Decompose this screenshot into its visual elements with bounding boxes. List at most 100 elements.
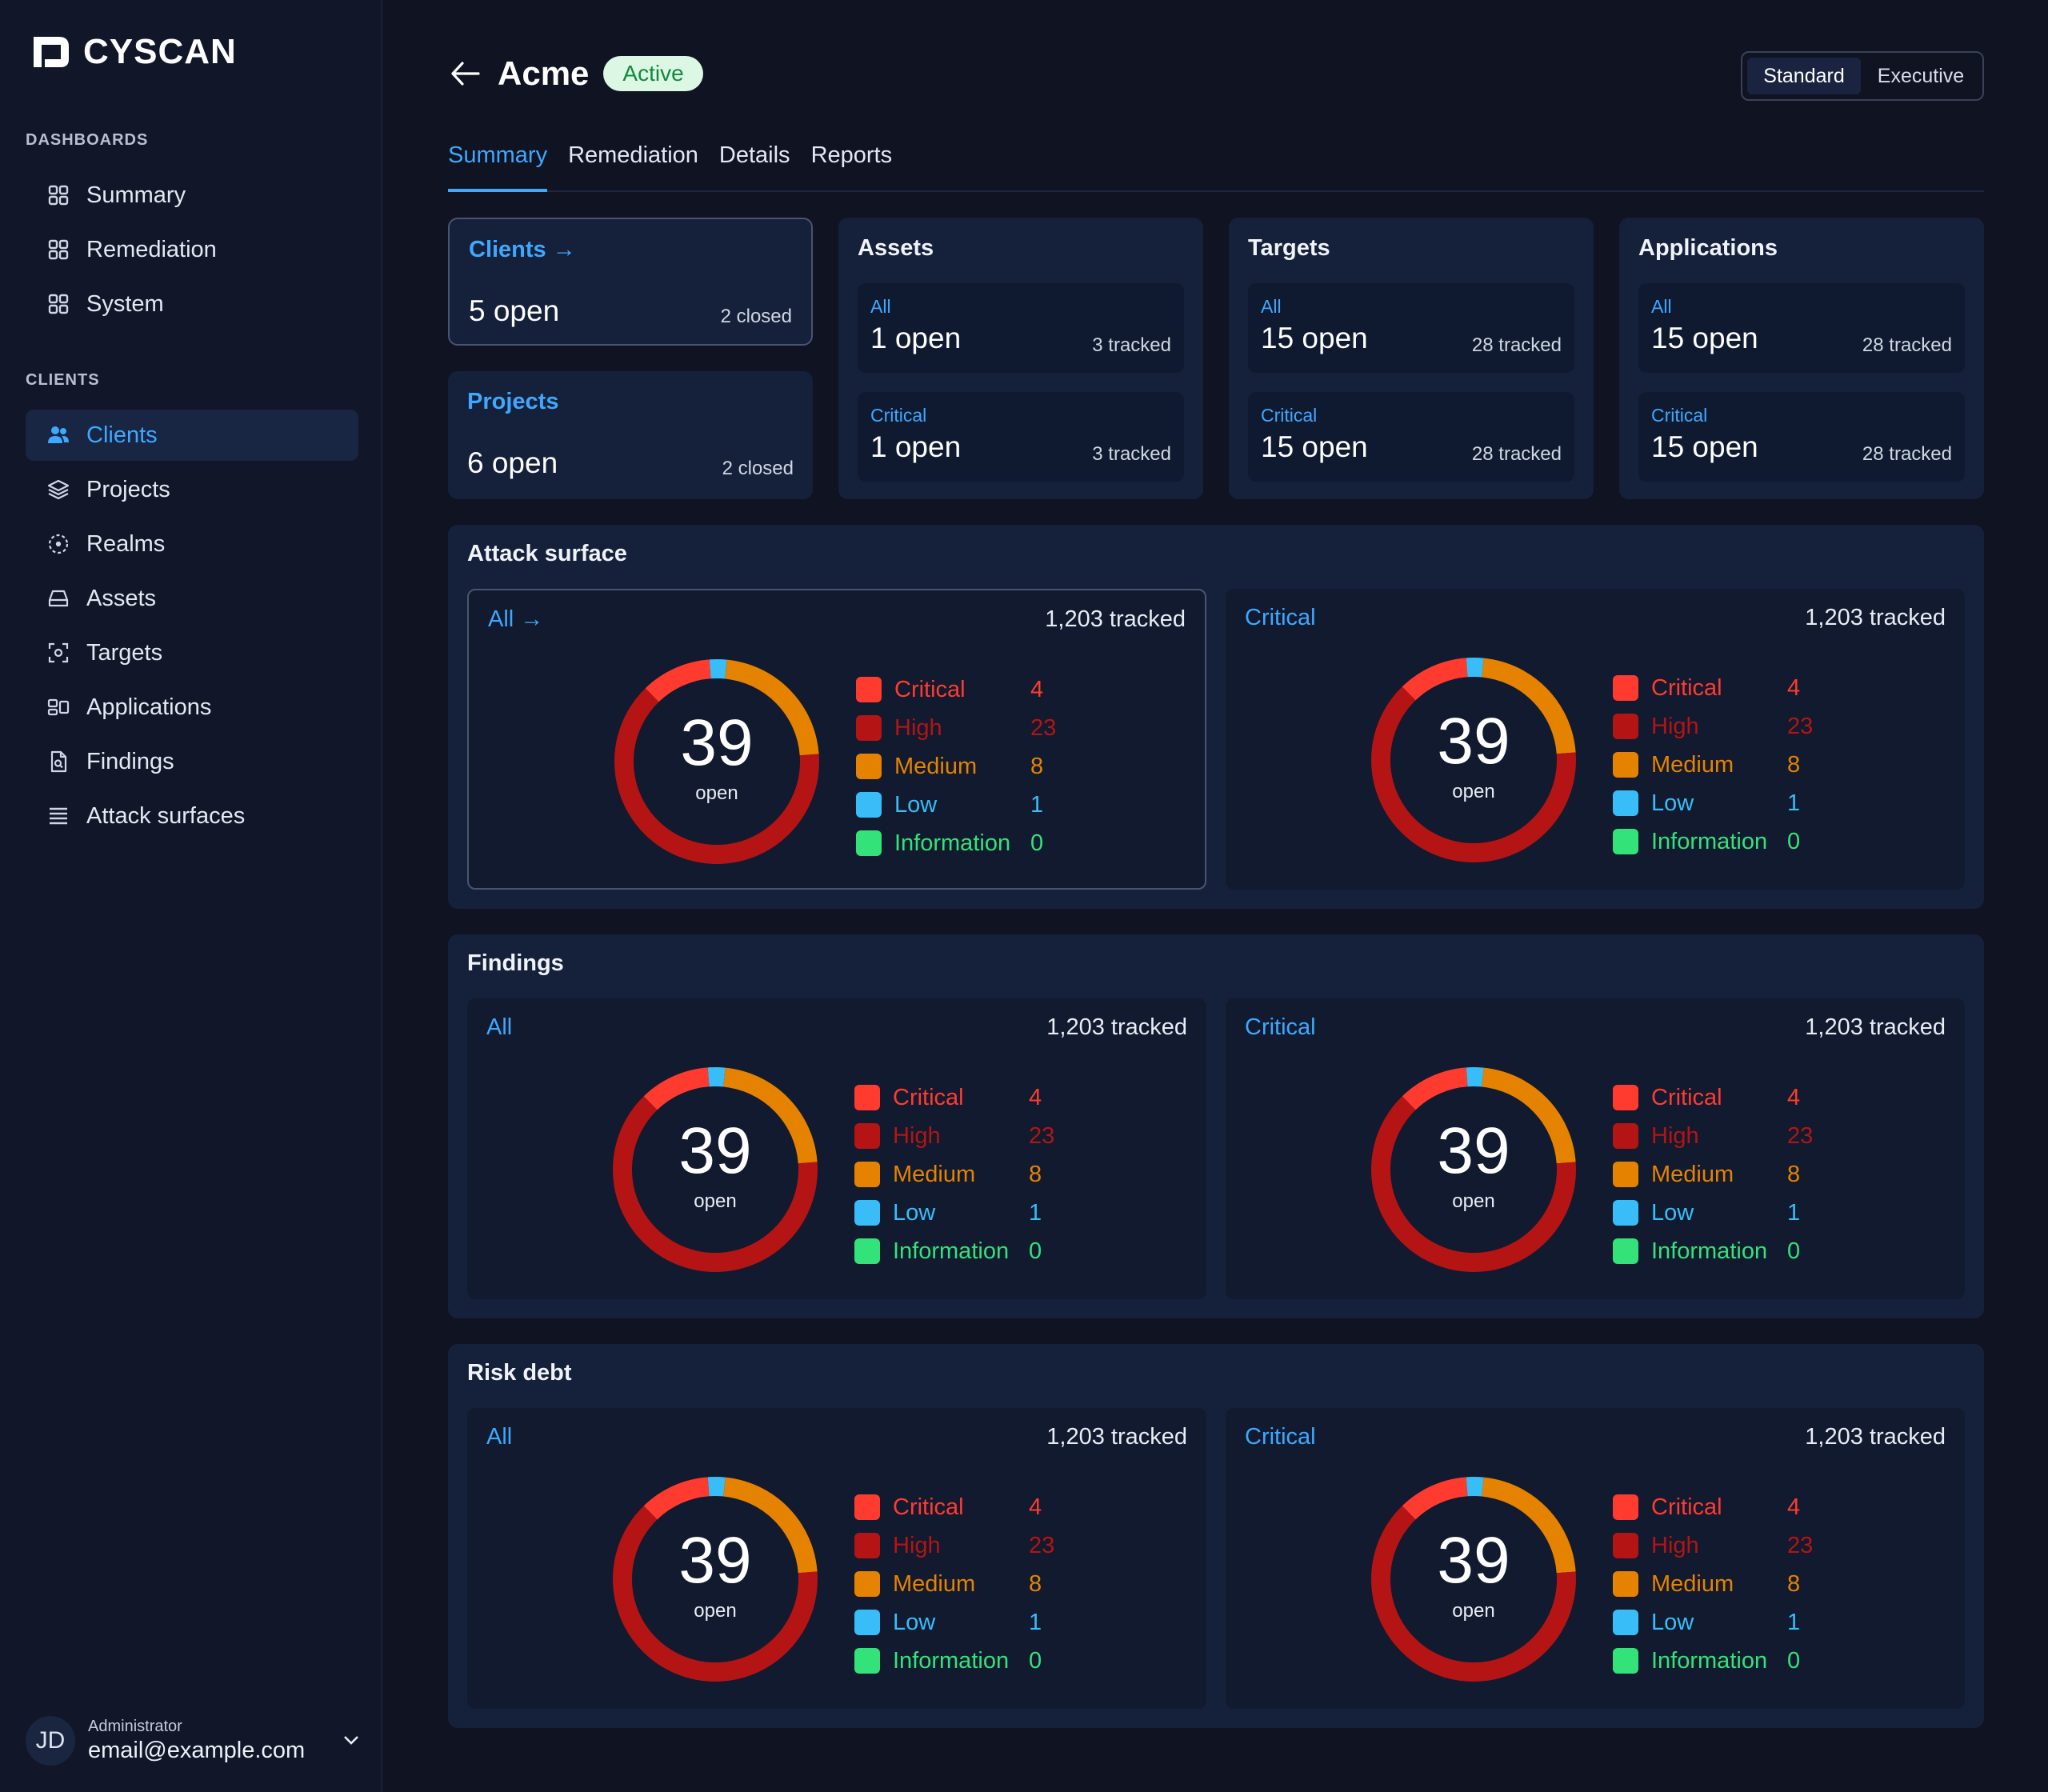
panel-label[interactable]: Critical [1245,605,1316,631]
legend-swatch [1613,675,1638,701]
legend-item-low: Low 1 [1613,1194,1813,1232]
tab-reports[interactable]: Reports [810,142,893,168]
sidebar-item-projects[interactable]: Projects [26,464,358,515]
panel-label[interactable]: Critical [1245,1014,1316,1041]
legend-label: Information [1651,1647,1768,1674]
sidebar-item-applications[interactable]: Applications [26,682,358,733]
legend-swatch [856,715,882,741]
panel-tracked: 1,203 tracked [1046,1424,1187,1450]
panel-label[interactable]: Critical [1245,1424,1316,1450]
legend-value: 1 [1787,790,1801,816]
grid-icon [46,183,70,207]
legend-value: 23 [1787,1532,1814,1558]
legend-swatch [854,1123,880,1149]
sidebar-item-system[interactable]: System [26,278,358,330]
logo[interactable]: CYSCAN [30,32,237,72]
tab-details[interactable]: Details [718,142,790,168]
applications-critical-card[interactable]: Critical 15 open 28 tracked [1638,392,1965,482]
sidebar-item-realms[interactable]: Realms [26,518,358,570]
legend-item-medium: Medium 8 [854,1155,1054,1194]
legend-label: Medium [894,753,978,779]
legend-label: High [1651,1532,1699,1558]
legend-swatch [854,1571,880,1597]
donut-slice-high [1371,658,1576,862]
clients-card[interactable]: Clients → 5 open 2 closed [448,218,813,346]
sidebar-item-label: Projects [86,476,170,502]
severity-section: Risk debt All 1,203 tracked 39 open Critical 4… [448,1344,1984,1728]
legend-value: 23 [1030,714,1057,741]
legend-item-high: High 23 [854,1526,1054,1565]
user-menu[interactable]: JD Administrator email@example.com [26,1715,362,1766]
panel-label[interactable]: All [486,1424,512,1450]
legend-item-medium: Medium 8 [854,1565,1054,1603]
legend-swatch [854,1238,880,1264]
panel-label[interactable]: All [486,1014,512,1041]
sidebar-item-clients[interactable]: Clients [26,410,358,461]
arrow-right-icon: → [552,237,576,262]
panel-tracked: 1,203 tracked [1046,1014,1187,1040]
donut-slice-high [613,1067,818,1272]
arrow-right-icon: → [514,606,544,632]
sidebar-item-label: Realms [86,530,166,557]
chevron-down-icon[interactable] [341,1730,362,1754]
legend-label: High [1651,1122,1699,1149]
legend-label: Information [1651,1238,1768,1264]
apps-icon [46,695,70,719]
sidebar-item-assets[interactable]: Assets [26,573,358,624]
sidebar-item-targets[interactable]: Targets [26,627,358,678]
donut-slice-low [614,659,819,864]
targets-all-card[interactable]: All 15 open 28 tracked [1248,283,1574,373]
legend-swatch [854,1200,880,1226]
tab-summary[interactable]: Summary [448,136,548,192]
sub-card-open: 15 open [1261,430,1368,463]
sidebar-item-summary[interactable]: Summary [26,170,358,221]
legend-item-high: High 23 [854,1117,1054,1155]
projects-card[interactable]: Projects 6 open 2 closed [448,371,813,499]
section-title: Findings [467,950,564,976]
legend-label: Critical [1651,674,1722,701]
legend-value: 0 [1029,1647,1042,1674]
legend-value: 1 [1029,1609,1042,1635]
sidebar-item-attack-surfaces[interactable]: Attack surfaces [26,790,358,842]
legend-value: 8 [1787,1161,1801,1187]
sidebar-item-findings[interactable]: Findings [26,736,358,787]
tab-remediation[interactable]: Remediation [568,142,698,168]
legend-label: High [893,1122,941,1149]
severity-panel[interactable]: Critical 1,203 tracked 39 open Critical 4 High… [1226,998,1965,1299]
sub-card-tracked: 28 tracked [1471,334,1562,356]
severity-panel[interactable]: All → 1,203 tracked 39 open Critical 4 High 23 M… [467,589,1206,890]
panel-label[interactable]: All → [488,606,543,633]
assets-critical-card[interactable]: Critical 1 open 3 tracked [858,392,1184,482]
dashboards-section-title: DASHBOARDS [26,131,149,149]
severity-panel[interactable]: Critical 1,203 tracked 39 open Critical 4 High… [1226,1408,1965,1709]
legend-value: 1 [1787,1199,1801,1226]
view-executive-button[interactable]: Executive [1877,64,1965,87]
targets-card-title: Targets [1248,235,1330,261]
back-arrow-icon[interactable] [448,56,483,91]
legend-label: Information [894,830,1011,856]
severity-panel[interactable]: All 1,203 tracked 39 open Critical 4 High 23 Med… [467,998,1206,1299]
legend-item-critical: Critical 4 [1613,669,1813,707]
applications-all-card[interactable]: All 15 open 28 tracked [1638,283,1965,373]
list-icon [46,804,70,828]
legend-value: 0 [1787,1238,1801,1264]
assets-all-card[interactable]: All 1 open 3 tracked [858,283,1184,373]
users-icon [46,423,70,447]
projects-closed-count: 2 closed [722,458,794,479]
legend-item-information: Information 0 [1613,1232,1813,1270]
donut-total: 39 [680,706,754,779]
donut-total: 39 [1437,705,1510,778]
sidebar-item-label: Targets [86,639,163,666]
legend-swatch [854,1085,880,1110]
sub-card-label: Critical [1651,405,1708,426]
legend-label: Low [893,1199,936,1226]
severity-panel[interactable]: Critical 1,203 tracked 39 open Critical 4 High… [1226,589,1965,890]
targets-critical-card[interactable]: Critical 15 open 28 tracked [1248,392,1574,482]
sidebar-item-label: Clients [86,422,158,448]
severity-panel[interactable]: All 1,203 tracked 39 open Critical 4 High 23 Med… [467,1408,1206,1709]
view-standard-button[interactable]: Standard [1747,58,1861,94]
sidebar-item-remediation[interactable]: Remediation [26,224,358,275]
user-info: Administrator email@example.com [88,1718,305,1764]
sidebar-item-label: Applications [86,694,212,720]
sub-card-open: 1 open [870,322,962,354]
